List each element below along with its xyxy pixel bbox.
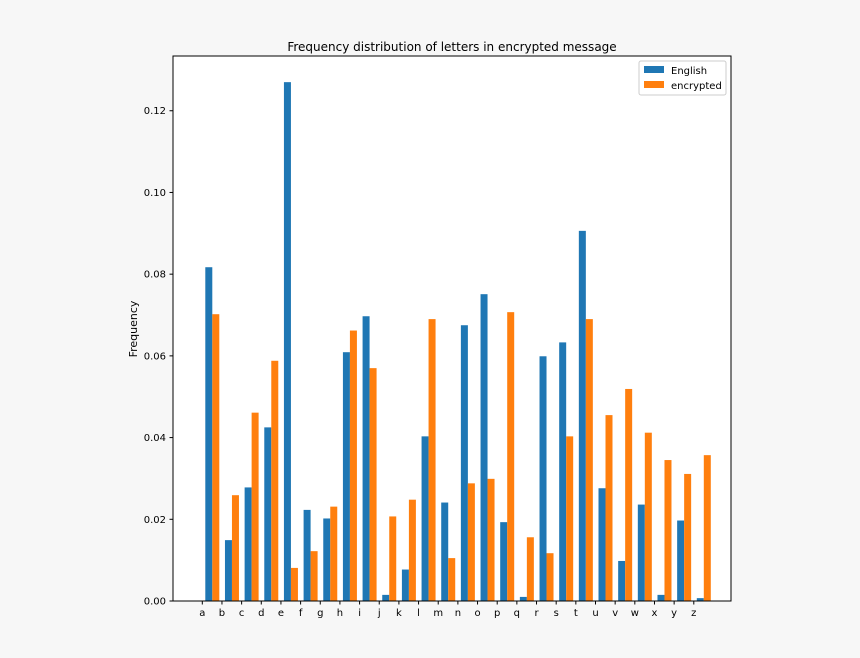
bar-encrypted-g <box>330 506 338 601</box>
bar-english-w <box>637 504 645 601</box>
legend-label-encrypted: encrypted <box>671 81 722 92</box>
x-tick-label-u: u <box>592 608 598 619</box>
bar-encrypted-y <box>684 473 692 601</box>
x-tick-label-m: m <box>433 608 443 619</box>
bar-english-i <box>362 316 370 601</box>
bar-encrypted-e <box>290 567 298 601</box>
bar-english-a <box>205 267 213 601</box>
plot-frame <box>172 55 732 602</box>
bar-english-o <box>480 294 488 601</box>
bar-encrypted-a <box>212 314 220 601</box>
bar-english-u <box>598 488 606 601</box>
bar-english-f <box>303 509 311 601</box>
x-tick-label-w: w <box>631 608 639 619</box>
bar-english-v <box>618 560 626 601</box>
bar-english-k <box>401 569 409 601</box>
y-tick-label-0.12: 0.12 <box>144 106 166 117</box>
bar-english-c <box>244 487 252 601</box>
bar-encrypted-k <box>408 499 416 601</box>
bar-encrypted-w <box>644 432 652 601</box>
bar-encrypted-p <box>507 312 515 601</box>
bar-encrypted-x <box>664 460 672 601</box>
bar-encrypted-o <box>487 478 495 601</box>
bar-encrypted-b <box>231 495 239 601</box>
bar-english-d <box>264 427 272 601</box>
bar-english-m <box>441 502 449 601</box>
bar-english-l <box>421 436 429 601</box>
legend-swatch-encrypted <box>644 81 664 88</box>
bar-english-r <box>539 356 547 601</box>
x-tick-label-t: t <box>574 608 578 619</box>
bar-english-p <box>500 522 508 601</box>
bar-encrypted-s <box>566 436 574 601</box>
bar-encrypted-r <box>546 553 554 601</box>
bar-encrypted-i <box>369 368 377 601</box>
y-axis-label: Frequency <box>127 300 140 357</box>
x-tick-label-n: n <box>455 608 461 619</box>
bar-encrypted-h <box>349 330 357 601</box>
bar-encrypted-j <box>389 516 397 601</box>
bar-encrypted-d <box>271 360 279 601</box>
chart-title: Frequency distribution of letters in enc… <box>287 40 616 54</box>
bar-english-g <box>323 518 331 601</box>
bar-english-q <box>519 596 527 601</box>
bar-english-h <box>342 352 350 601</box>
x-tick-label-x: x <box>652 608 658 619</box>
legend: English encrypted <box>638 60 727 96</box>
bar-encrypted-n <box>467 483 475 601</box>
x-tick-label-d: d <box>258 608 264 619</box>
bar-encrypted-q <box>526 537 534 601</box>
bar-english-b <box>224 540 232 601</box>
x-tick-label-p: p <box>494 608 500 619</box>
x-axis-ticks: a b c d e f g h i j k l m n o p q r s t u v w x y z <box>199 601 696 619</box>
bar-encrypted-c <box>251 412 259 601</box>
legend-label-english: English <box>671 66 707 77</box>
x-tick-label-i: i <box>358 608 361 619</box>
x-tick-label-g: g <box>317 608 323 619</box>
bar-english-n <box>460 325 468 601</box>
legend-swatch-english <box>644 66 664 73</box>
x-tick-label-e: e <box>278 608 284 619</box>
bars-group <box>205 82 711 602</box>
bar-english-y <box>677 520 685 601</box>
x-tick-label-b: b <box>219 608 225 619</box>
x-tick-label-y: y <box>671 608 677 619</box>
x-tick-label-a: a <box>199 608 205 619</box>
bar-encrypted-v <box>625 388 633 601</box>
y-tick-label-0.04: 0.04 <box>144 433 166 444</box>
x-tick-label-v: v <box>612 608 618 619</box>
y-tick-label-0.00: 0.00 <box>144 597 166 608</box>
bar-english-z <box>696 598 704 601</box>
bar-encrypted-m <box>448 558 456 601</box>
x-tick-label-o: o <box>474 608 480 619</box>
bar-english-j <box>382 594 390 601</box>
y-tick-label-0.06: 0.06 <box>144 351 166 362</box>
x-tick-label-z: z <box>691 608 696 619</box>
y-tick-label-0.08: 0.08 <box>144 270 166 281</box>
x-tick-label-s: s <box>554 608 559 619</box>
x-tick-label-f: f <box>299 608 303 619</box>
y-tick-label-0.02: 0.02 <box>144 515 166 526</box>
bar-encrypted-l <box>428 319 436 601</box>
x-tick-label-k: k <box>396 608 402 619</box>
bar-encrypted-z <box>703 455 711 601</box>
bar-encrypted-f <box>310 551 318 601</box>
x-tick-label-h: h <box>337 608 343 619</box>
x-tick-label-c: c <box>239 608 245 619</box>
bar-encrypted-t <box>585 319 593 601</box>
bar-english-s <box>559 342 567 601</box>
x-tick-label-q: q <box>514 608 520 619</box>
y-tick-label-0.10: 0.10 <box>144 188 166 199</box>
bar-english-e <box>283 82 291 601</box>
x-tick-label-j: j <box>377 608 381 619</box>
y-axis-ticks: 0.00 0.02 0.04 0.06 0.08 0.10 0.12 <box>144 106 173 608</box>
x-tick-label-r: r <box>534 608 539 619</box>
bar-english-x <box>657 594 665 601</box>
x-tick-label-l: l <box>417 608 420 619</box>
bar-english-t <box>578 230 586 602</box>
bar-encrypted-u <box>605 415 613 601</box>
